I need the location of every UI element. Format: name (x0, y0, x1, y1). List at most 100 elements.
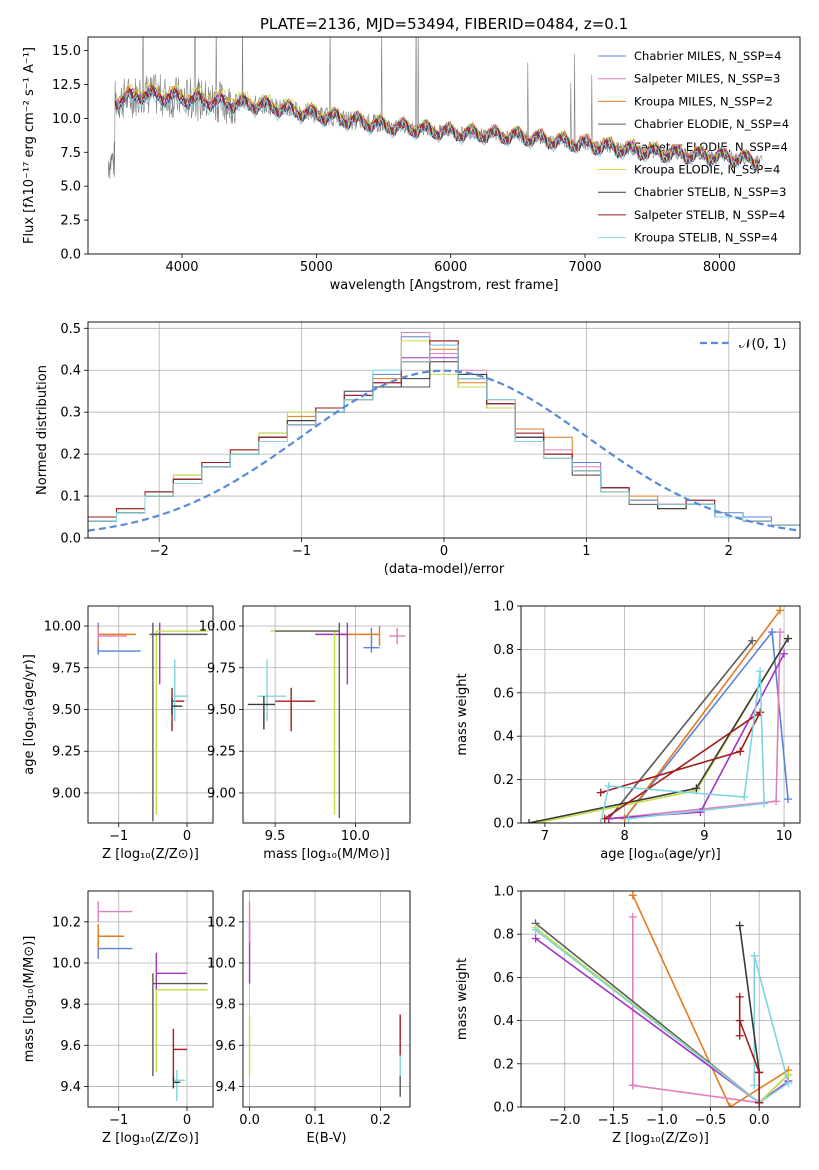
legend-entry: Salpeter MILES, N_SSP=3 (634, 72, 780, 86)
x-tick-label: 0.0 (749, 1113, 770, 1128)
legend-entry: Chabrier MILES, N_SSP=4 (634, 49, 781, 63)
y-tick-label: 0.6 (493, 971, 514, 986)
plus-marker (735, 1031, 744, 1040)
y-tick-label: 9.6 (215, 1039, 236, 1054)
plus-marker (736, 747, 745, 756)
plus-marker (755, 1068, 764, 1077)
x-tick-label: −0.5 (695, 1113, 727, 1128)
y-tick-label: 10.00 (199, 620, 236, 635)
x-tick-label: −1 (292, 544, 311, 559)
y-tick-label: 9.25 (207, 745, 236, 760)
mass-vs-extinction-panel: 0.0 0.1 0.2 9.4 9.6 9.8 10.0 10.2 E(B-V) (207, 890, 411, 1146)
y-axis-label: mass weight (455, 673, 470, 755)
axes-frame (87, 890, 214, 1108)
y-tick-label: 10.00 (44, 620, 81, 635)
plot-area (88, 332, 800, 532)
y-tick-label: 0.3 (60, 406, 81, 421)
x-tick-label: 0.1 (305, 1113, 326, 1128)
y-tick-label: 9.8 (60, 998, 81, 1013)
legend-entry: 𝒩(0, 1) (739, 337, 786, 352)
mass-weight-line (738, 925, 760, 1103)
age-vs-metallicity-panel: −1 0 9.00 9.25 9.50 9.75 10.00 Z [log₁₀(Z/Z⊙)] a… (22, 605, 214, 862)
x-axis-label: age [log₁₀(age/yr)] (600, 847, 721, 862)
y-tick-label: 0.4 (493, 730, 514, 745)
y-tick-label: 7.5 (60, 146, 81, 161)
y-tick-label: 9.4 (215, 1080, 236, 1095)
y-tick-label: 10.2 (207, 915, 236, 930)
plus-marker (750, 951, 759, 960)
plus-marker (531, 925, 540, 934)
plus-marker (776, 606, 785, 615)
x-tick-label: −1.5 (598, 1113, 630, 1128)
y-tick-label: 0.4 (60, 364, 81, 379)
y-tick-label: 9.75 (207, 661, 236, 676)
plus-marker (628, 1081, 637, 1090)
y-tick-label: 9.50 (207, 703, 236, 718)
y-axis-label: Normed distribution (35, 365, 50, 495)
y-tick-label: 10.0 (207, 957, 236, 972)
y-axis-label: Flux [fλ10⁻¹⁷ erg cm⁻² s⁻¹ A⁻¹] (22, 47, 37, 244)
x-tick-label: 0 (183, 1113, 191, 1128)
plus-marker (531, 934, 540, 943)
plus-marker (532, 819, 541, 823)
mass-weight-line (623, 609, 781, 820)
y-tick-label: 9.00 (52, 786, 81, 801)
y-axis-label: age [log₁₀(age/yr)] (22, 654, 37, 775)
plus-marker (628, 912, 637, 921)
y-tick-label: 0.0 (60, 248, 81, 263)
model-spectrum-line (114, 91, 761, 171)
model-spectrum-line (114, 84, 760, 171)
axes-frame (242, 605, 411, 824)
y-tick-label: 0.4 (493, 1014, 514, 1029)
model-spectrum-line (114, 86, 761, 171)
x-axis-label: (data-model)/error (384, 562, 505, 577)
plus-marker (604, 782, 613, 791)
plus-marker (784, 795, 793, 804)
plus-marker (735, 992, 744, 1001)
y-tick-label: 0.8 (493, 643, 514, 658)
residual-legend: 𝒩(0, 1) (700, 337, 786, 352)
x-tick-label: 8000 (703, 260, 736, 275)
spectrum-title: PLATE=2136, MJD=53494, FIBERID=0484, z=0… (260, 15, 628, 33)
histogram-line (88, 344, 800, 526)
plus-marker (768, 628, 777, 637)
plus-marker (784, 634, 793, 643)
plus-marker (756, 667, 765, 676)
residual-histogram-panel: 𝒩(0, 1) −2 −1 0 1 2 0.0 0.1 0.2 0.3 0.4 0.5 (data-m… (35, 321, 801, 577)
x-tick-label: −1 (109, 829, 128, 844)
plus-marker (596, 788, 605, 797)
x-tick-label: 0 (183, 829, 191, 844)
y-tick-label: 10.0 (52, 957, 81, 972)
y-tick-label: 10.2 (52, 915, 81, 930)
x-tick-label: −1.0 (646, 1113, 678, 1128)
x-tick-label: 8 (620, 829, 628, 844)
plus-marker (692, 784, 701, 793)
x-tick-label: 0 (440, 544, 448, 559)
x-tick-label: 7000 (569, 260, 602, 275)
axes-frame (87, 321, 801, 539)
x-axis-label: mass [log₁₀(M/M⊙)] (263, 847, 390, 862)
plus-marker (524, 819, 533, 823)
y-tick-label: 0.2 (60, 448, 81, 463)
x-tick-label: −2.0 (549, 1113, 581, 1128)
legend-entry: Kroupa MILES, N_SSP=2 (634, 94, 773, 108)
y-tick-label: 9.75 (52, 661, 81, 676)
plus-marker (748, 636, 757, 645)
legend-entry: Kroupa ELODIE, N_SSP=4 (634, 163, 780, 177)
plot-area (524, 606, 793, 823)
plus-marker (696, 808, 705, 817)
y-tick-label: 9.4 (60, 1080, 81, 1095)
y-tick-label: 12.5 (52, 78, 81, 93)
plus-marker (596, 819, 605, 823)
plus-marker (772, 797, 781, 806)
plus-marker (776, 628, 785, 637)
x-tick-label: 9 (700, 829, 708, 844)
x-tick-label: 0.2 (370, 1113, 391, 1128)
plus-marker (735, 1016, 744, 1025)
plus-marker (755, 1098, 764, 1107)
y-tick-label: 10.0 (52, 112, 81, 127)
y-tick-label: 0.2 (493, 773, 514, 788)
axes-frame (242, 890, 411, 1108)
plot-area (97, 901, 208, 1101)
mass-weight-vs-metallicity-panel: −2.0 −1.5 −1.0 −0.5 0.0 0.0 0.2 0.4 0.6 0.8 1.0 Z [… (455, 885, 801, 1146)
